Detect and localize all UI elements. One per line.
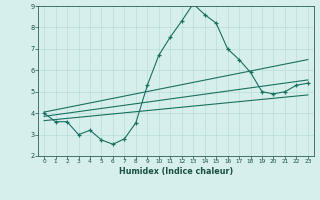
X-axis label: Humidex (Indice chaleur): Humidex (Indice chaleur) xyxy=(119,167,233,176)
